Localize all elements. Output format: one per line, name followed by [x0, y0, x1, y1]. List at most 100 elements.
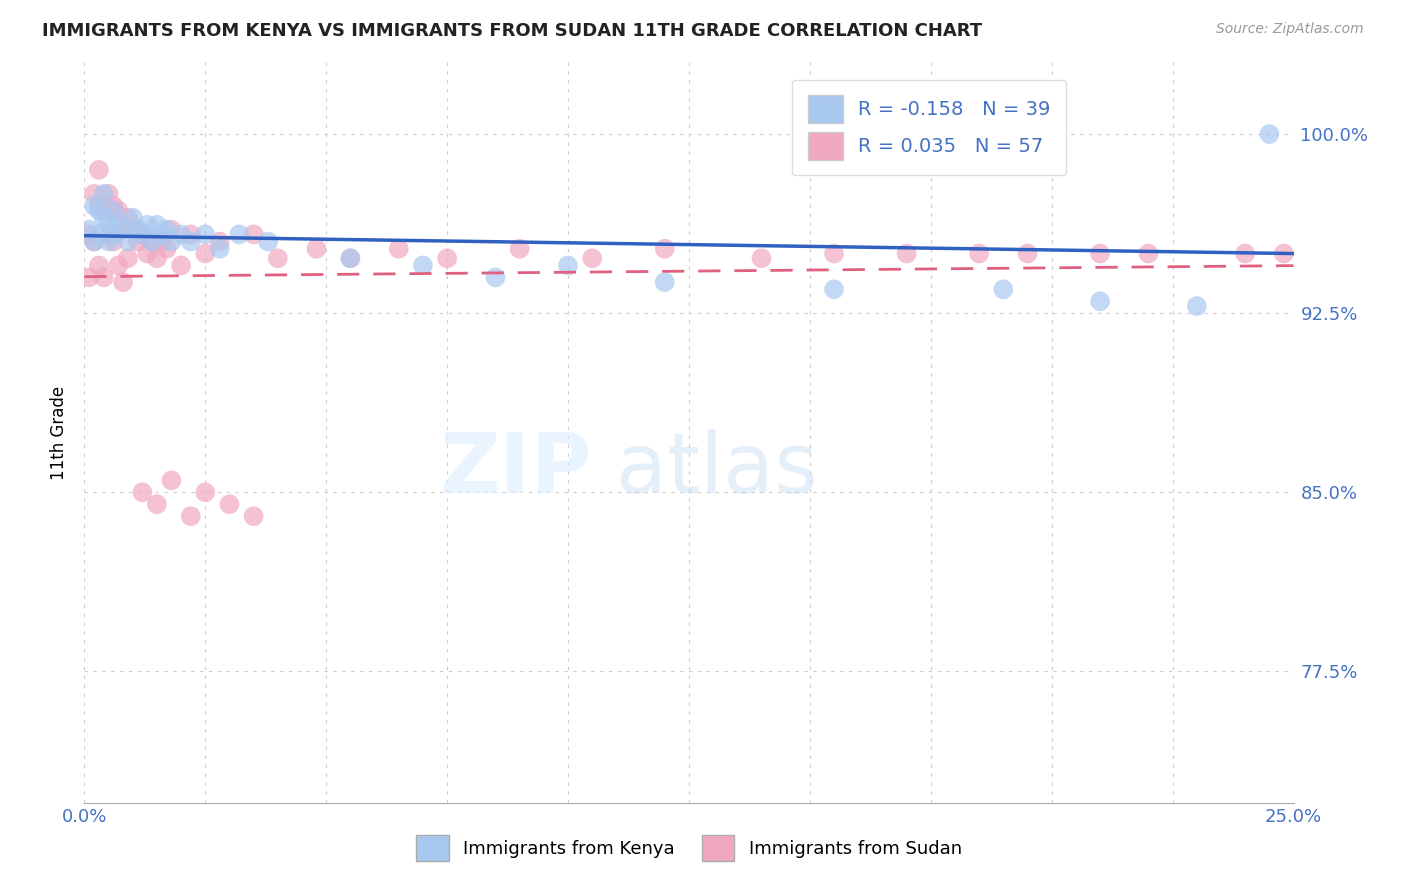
- Point: [180, 509, 202, 524]
- Point: [581, 252, 603, 266]
- Point: [127, 222, 149, 236]
- Point: [83, 199, 105, 213]
- Point: [103, 235, 125, 249]
- Point: [117, 252, 139, 266]
- Point: [412, 259, 434, 273]
- Point: [194, 227, 217, 242]
- Point: [180, 227, 202, 242]
- Point: [160, 222, 183, 236]
- Point: [751, 252, 773, 266]
- Point: [117, 211, 139, 225]
- Point: [146, 252, 169, 266]
- Point: [388, 242, 411, 256]
- Point: [121, 211, 143, 225]
- Point: [121, 222, 143, 236]
- Point: [242, 509, 264, 524]
- Point: [967, 246, 990, 260]
- Point: [993, 282, 1015, 296]
- Text: ZIP: ZIP: [440, 429, 592, 510]
- Point: [170, 227, 193, 242]
- Point: [1185, 299, 1208, 313]
- Point: [97, 218, 120, 232]
- Point: [155, 222, 177, 236]
- Point: [87, 227, 110, 242]
- Point: [194, 485, 217, 500]
- Point: [509, 242, 531, 256]
- Point: [1088, 246, 1111, 260]
- Point: [194, 246, 217, 260]
- Point: [107, 259, 129, 273]
- Point: [484, 270, 506, 285]
- Point: [146, 218, 169, 232]
- Point: [87, 259, 110, 273]
- Point: [117, 235, 139, 249]
- Point: [112, 222, 135, 236]
- Point: [305, 242, 328, 256]
- Point: [1234, 246, 1257, 260]
- Point: [242, 227, 264, 242]
- Point: [208, 235, 231, 249]
- Point: [97, 186, 120, 201]
- Point: [87, 199, 110, 213]
- Point: [103, 199, 125, 213]
- Point: [131, 227, 153, 242]
- Point: [97, 235, 120, 249]
- Point: [83, 235, 105, 249]
- Point: [228, 227, 250, 242]
- Point: [1258, 127, 1281, 141]
- Point: [77, 222, 100, 236]
- Point: [77, 270, 100, 285]
- Text: Source: ZipAtlas.com: Source: ZipAtlas.com: [1216, 22, 1364, 37]
- Point: [93, 186, 115, 201]
- Point: [141, 235, 163, 249]
- Point: [150, 235, 173, 249]
- Point: [218, 497, 240, 511]
- Point: [257, 235, 280, 249]
- Point: [1088, 294, 1111, 309]
- Text: IMMIGRANTS FROM KENYA VS IMMIGRANTS FROM SUDAN 11TH GRADE CORRELATION CHART: IMMIGRANTS FROM KENYA VS IMMIGRANTS FROM…: [42, 22, 983, 40]
- Point: [87, 203, 110, 218]
- Point: [339, 252, 361, 266]
- Point: [83, 186, 105, 201]
- Point: [136, 246, 159, 260]
- Point: [823, 246, 845, 260]
- Point: [654, 242, 676, 256]
- Point: [557, 259, 579, 273]
- Text: atlas: atlas: [616, 429, 818, 510]
- Point: [1272, 246, 1295, 260]
- Point: [136, 218, 159, 232]
- Point: [160, 235, 183, 249]
- Point: [1017, 246, 1039, 260]
- Point: [141, 235, 163, 249]
- Point: [77, 227, 100, 242]
- Legend: Immigrants from Kenya, Immigrants from Sudan: Immigrants from Kenya, Immigrants from S…: [409, 828, 969, 868]
- Point: [131, 485, 153, 500]
- Point: [267, 252, 290, 266]
- Point: [93, 211, 115, 225]
- Point: [339, 252, 361, 266]
- Point: [93, 270, 115, 285]
- Point: [896, 246, 918, 260]
- Point: [823, 282, 845, 296]
- Y-axis label: 11th Grade: 11th Grade: [51, 385, 69, 480]
- Point: [1137, 246, 1160, 260]
- Point: [93, 203, 115, 218]
- Point: [146, 497, 169, 511]
- Point: [160, 474, 183, 488]
- Point: [127, 235, 149, 249]
- Point: [103, 227, 125, 242]
- Point: [112, 275, 135, 289]
- Point: [436, 252, 458, 266]
- Point: [654, 275, 676, 289]
- Point: [180, 235, 202, 249]
- Point: [208, 242, 231, 256]
- Point: [150, 227, 173, 242]
- Point: [87, 162, 110, 177]
- Point: [83, 235, 105, 249]
- Point: [107, 215, 129, 229]
- Point: [112, 222, 135, 236]
- Point: [131, 227, 153, 242]
- Point: [97, 227, 120, 242]
- Point: [107, 203, 129, 218]
- Point: [170, 259, 193, 273]
